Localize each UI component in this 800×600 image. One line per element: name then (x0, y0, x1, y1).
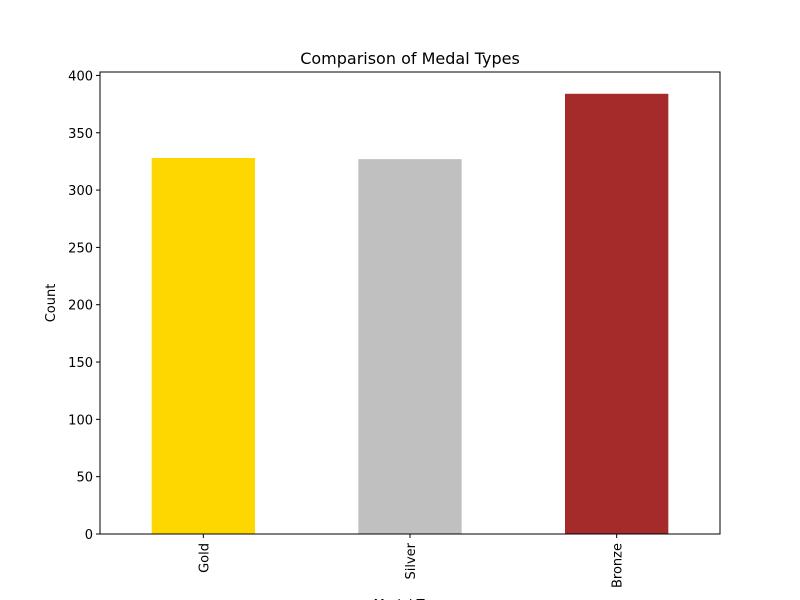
bar-bronze (565, 93, 669, 534)
bar-gold (151, 157, 255, 534)
x-tick-label: Gold (197, 543, 212, 573)
y-tick-label: 50 (76, 471, 93, 486)
bar-silver (358, 159, 462, 534)
x-axis: Gold Silver Bronze (197, 534, 626, 588)
x-tick-label: Bronze (611, 543, 626, 588)
y-tick-label: 200 (68, 299, 93, 314)
chart-title: Comparison of Medal Types (300, 49, 520, 68)
y-tick-label: 300 (68, 184, 93, 199)
bars-group (151, 93, 669, 534)
y-tick-label: 100 (68, 413, 93, 428)
y-tick-label: 250 (68, 241, 93, 256)
x-tick-label: Silver (404, 542, 419, 579)
x-axis-label: Medal Type (373, 598, 446, 600)
y-tick-label: 0 (85, 528, 93, 543)
y-axis: 0 50 100 150 200 250 300 350 400 (68, 69, 100, 543)
y-tick-label: 400 (68, 69, 93, 84)
y-tick-label: 150 (68, 356, 93, 371)
y-axis-label: Count (44, 284, 59, 323)
y-tick-label: 350 (68, 127, 93, 142)
